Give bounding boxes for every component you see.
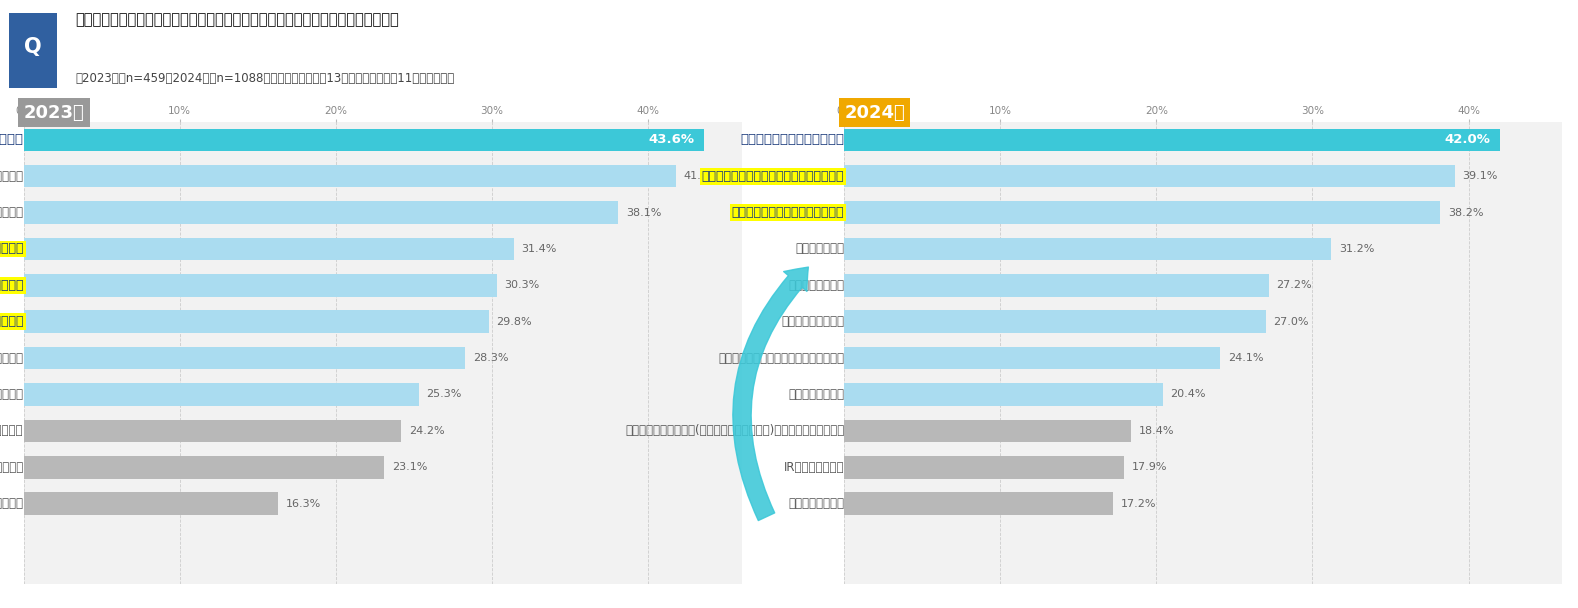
Text: 31.4%: 31.4% bbox=[522, 244, 557, 254]
Text: 優秀な人材の採用: 優秀な人材の採用 bbox=[0, 351, 24, 365]
Bar bbox=[844, 274, 1269, 297]
Text: 17.2%: 17.2% bbox=[1120, 499, 1157, 509]
Bar bbox=[24, 238, 514, 260]
Bar bbox=[844, 347, 1220, 370]
Text: Q: Q bbox=[24, 36, 43, 57]
Text: 41.8%: 41.8% bbox=[683, 171, 720, 181]
Bar bbox=[24, 420, 401, 442]
Bar bbox=[24, 383, 418, 406]
Text: 25.3%: 25.3% bbox=[426, 390, 462, 399]
Text: サステナビリティを推進する目的として、当てはまるものを全てお選びください。: サステナビリティを推進する目的として、当てはまるものを全てお選びください。 bbox=[76, 12, 399, 27]
Text: 競争優位性の確立: 競争優位性の確立 bbox=[0, 388, 24, 401]
Text: 企業ブランディング: 企業ブランディング bbox=[0, 133, 24, 147]
Text: 31.2%: 31.2% bbox=[1340, 244, 1374, 254]
Bar bbox=[844, 420, 1131, 442]
Text: 社会からの要請: 社会からの要請 bbox=[0, 206, 24, 219]
Text: 取引先からの要請: 取引先からの要請 bbox=[0, 497, 24, 510]
Bar bbox=[844, 311, 1266, 333]
Text: カーボンプライシング(炎素税、排出量取引等)によるコスト負担削減: カーボンプライシング(炎素税、排出量取引等)によるコスト負担削減 bbox=[0, 461, 24, 474]
Text: カーボンプライシング(炎素税、排出量取引等)によるコスト負担削減: カーボンプライシング(炎素税、排出量取引等)によるコスト負担削減 bbox=[625, 424, 844, 437]
Text: 27.2%: 27.2% bbox=[1277, 280, 1313, 291]
Text: 24.2%: 24.2% bbox=[409, 426, 445, 436]
Text: 16.3%: 16.3% bbox=[286, 499, 322, 509]
Text: 優秀な人材の採用: 優秀な人材の採用 bbox=[789, 279, 844, 292]
Text: 42.0%: 42.0% bbox=[1444, 133, 1490, 147]
Text: 事業機会・新しい付加価値の創出: 事業機会・新しい付加価値の創出 bbox=[0, 243, 24, 255]
Text: 23.1%: 23.1% bbox=[391, 462, 428, 472]
Text: 20.4%: 20.4% bbox=[1171, 390, 1206, 399]
FancyArrowPatch shape bbox=[732, 267, 808, 520]
Bar bbox=[844, 165, 1455, 187]
Text: 27.0%: 27.0% bbox=[1273, 317, 1310, 326]
Bar bbox=[844, 238, 1332, 260]
Text: （2023年：n=459、2024年：n=1088／複数回答）　（全13項目のうち、上休11項目を記載）: （2023年：n=459、2024年：n=1088／複数回答） （全13項目のう… bbox=[76, 72, 454, 85]
Text: 競争優位性の確立: 競争優位性の確立 bbox=[789, 388, 844, 401]
Text: IR・投賄家の要請: IR・投賄家の要請 bbox=[784, 461, 844, 474]
Text: 2024年: 2024年 bbox=[844, 103, 904, 122]
Text: 30.3%: 30.3% bbox=[505, 280, 540, 291]
Text: 法律・規制や業界ガイドラインへの対応: 法律・規制や業界ガイドラインへの対応 bbox=[718, 351, 844, 365]
Bar bbox=[24, 456, 383, 478]
Text: 29.8%: 29.8% bbox=[497, 317, 532, 326]
Bar bbox=[844, 128, 1499, 151]
Text: 28.3%: 28.3% bbox=[473, 353, 508, 363]
Text: 法律・規制や業界ガイドラインへの対応: 法律・規制や業界ガイドラインへの対応 bbox=[0, 170, 24, 182]
Text: 2023年: 2023年 bbox=[24, 103, 84, 122]
Text: 顧客エンゲージメント・ロイヤルティ向上: 顧客エンゲージメント・ロイヤルティ向上 bbox=[702, 170, 844, 182]
Text: 企業ブランディング: 企業ブランディング bbox=[781, 315, 844, 328]
Text: 従業員エンゲージメント向上: 従業員エンゲージメント向上 bbox=[0, 279, 24, 292]
Text: 事業機会・新しい付加価値の創出: 事業機会・新しい付加価値の創出 bbox=[732, 206, 844, 219]
Text: 38.2%: 38.2% bbox=[1449, 207, 1483, 218]
Text: 顧客エンゲージメント・ロイヤルティ向上: 顧客エンゲージメント・ロイヤルティ向上 bbox=[0, 315, 24, 328]
Bar bbox=[844, 201, 1441, 224]
Text: 43.6%: 43.6% bbox=[649, 133, 694, 147]
Bar bbox=[24, 347, 466, 370]
Text: 24.1%: 24.1% bbox=[1228, 353, 1264, 363]
Text: 取引先からの要請: 取引先からの要請 bbox=[789, 497, 844, 510]
Text: 17.9%: 17.9% bbox=[1131, 462, 1166, 472]
Bar bbox=[24, 201, 619, 224]
Text: 38.1%: 38.1% bbox=[626, 207, 661, 218]
Bar bbox=[24, 165, 675, 187]
Bar bbox=[844, 383, 1163, 406]
Text: 社会からの要請: 社会からの要請 bbox=[795, 243, 844, 255]
Text: IR・投賄家の要請: IR・投賄家の要請 bbox=[0, 424, 24, 437]
Bar bbox=[24, 274, 497, 297]
Text: 従業員エンゲージメント向上: 従業員エンゲージメント向上 bbox=[740, 133, 844, 147]
Bar bbox=[24, 311, 489, 333]
Bar bbox=[24, 492, 278, 515]
FancyBboxPatch shape bbox=[9, 13, 57, 88]
Bar bbox=[844, 456, 1124, 478]
Text: 39.1%: 39.1% bbox=[1463, 171, 1498, 181]
Bar bbox=[844, 492, 1112, 515]
Bar bbox=[24, 128, 704, 151]
Text: 18.4%: 18.4% bbox=[1139, 426, 1174, 436]
